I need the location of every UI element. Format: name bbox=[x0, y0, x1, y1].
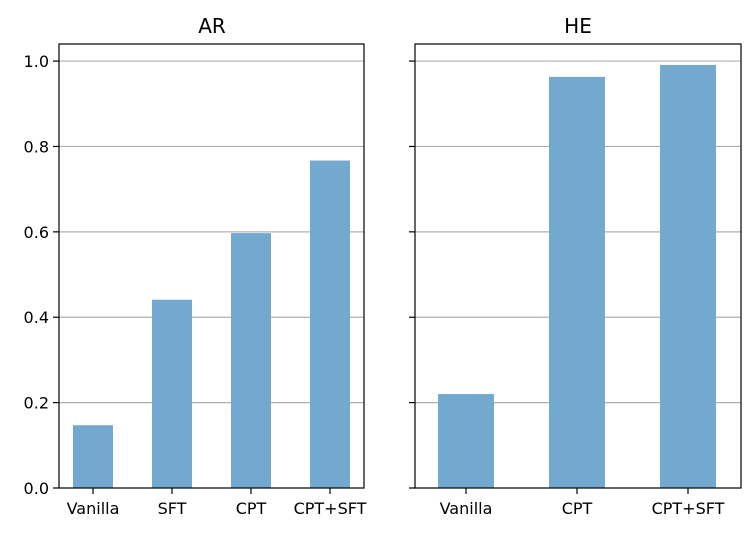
ar-ytick-label: 0.4 bbox=[24, 308, 49, 327]
ar-bar-sft bbox=[152, 299, 192, 488]
ar-ytick-label: 0.8 bbox=[24, 137, 49, 156]
he-bar-cpt bbox=[549, 76, 605, 488]
ar-xtick-label: Vanilla bbox=[67, 499, 120, 518]
ar-bar-vanilla bbox=[73, 425, 113, 488]
he-bar-vanilla bbox=[438, 394, 494, 488]
ar-xtick-label: CPT+SFT bbox=[294, 499, 367, 518]
ar-ytick-label: 0.0 bbox=[24, 479, 49, 498]
he-panel: HE Vanilla CPT CPT+SFT bbox=[409, 14, 742, 518]
ar-title: AR bbox=[198, 14, 226, 38]
ar-panel: AR 0.0 0.2 0.4 0.6 0.8 1.0 Vanilla SFT CPT CPT+SF… bbox=[24, 14, 367, 518]
ar-axes-frame bbox=[58, 43, 365, 489]
ar-ytick-label: 0.2 bbox=[24, 394, 49, 413]
he-xtick-label: CPT+SFT bbox=[652, 499, 725, 518]
he-bar-cpt-sft bbox=[660, 64, 716, 489]
ar-bar-cpt bbox=[231, 233, 271, 488]
ar-ytick-label: 0.6 bbox=[24, 223, 49, 242]
ar-ytick-label: 1.0 bbox=[24, 52, 49, 71]
he-axes-frame bbox=[414, 43, 742, 489]
ar-xtick-label: SFT bbox=[158, 499, 187, 518]
he-title: HE bbox=[564, 14, 592, 38]
ar-xtick-label: CPT bbox=[236, 499, 267, 518]
he-xtick-label: CPT bbox=[562, 499, 593, 518]
ar-bar-cpt-sft bbox=[310, 160, 350, 489]
he-xtick-label: Vanilla bbox=[440, 499, 493, 518]
